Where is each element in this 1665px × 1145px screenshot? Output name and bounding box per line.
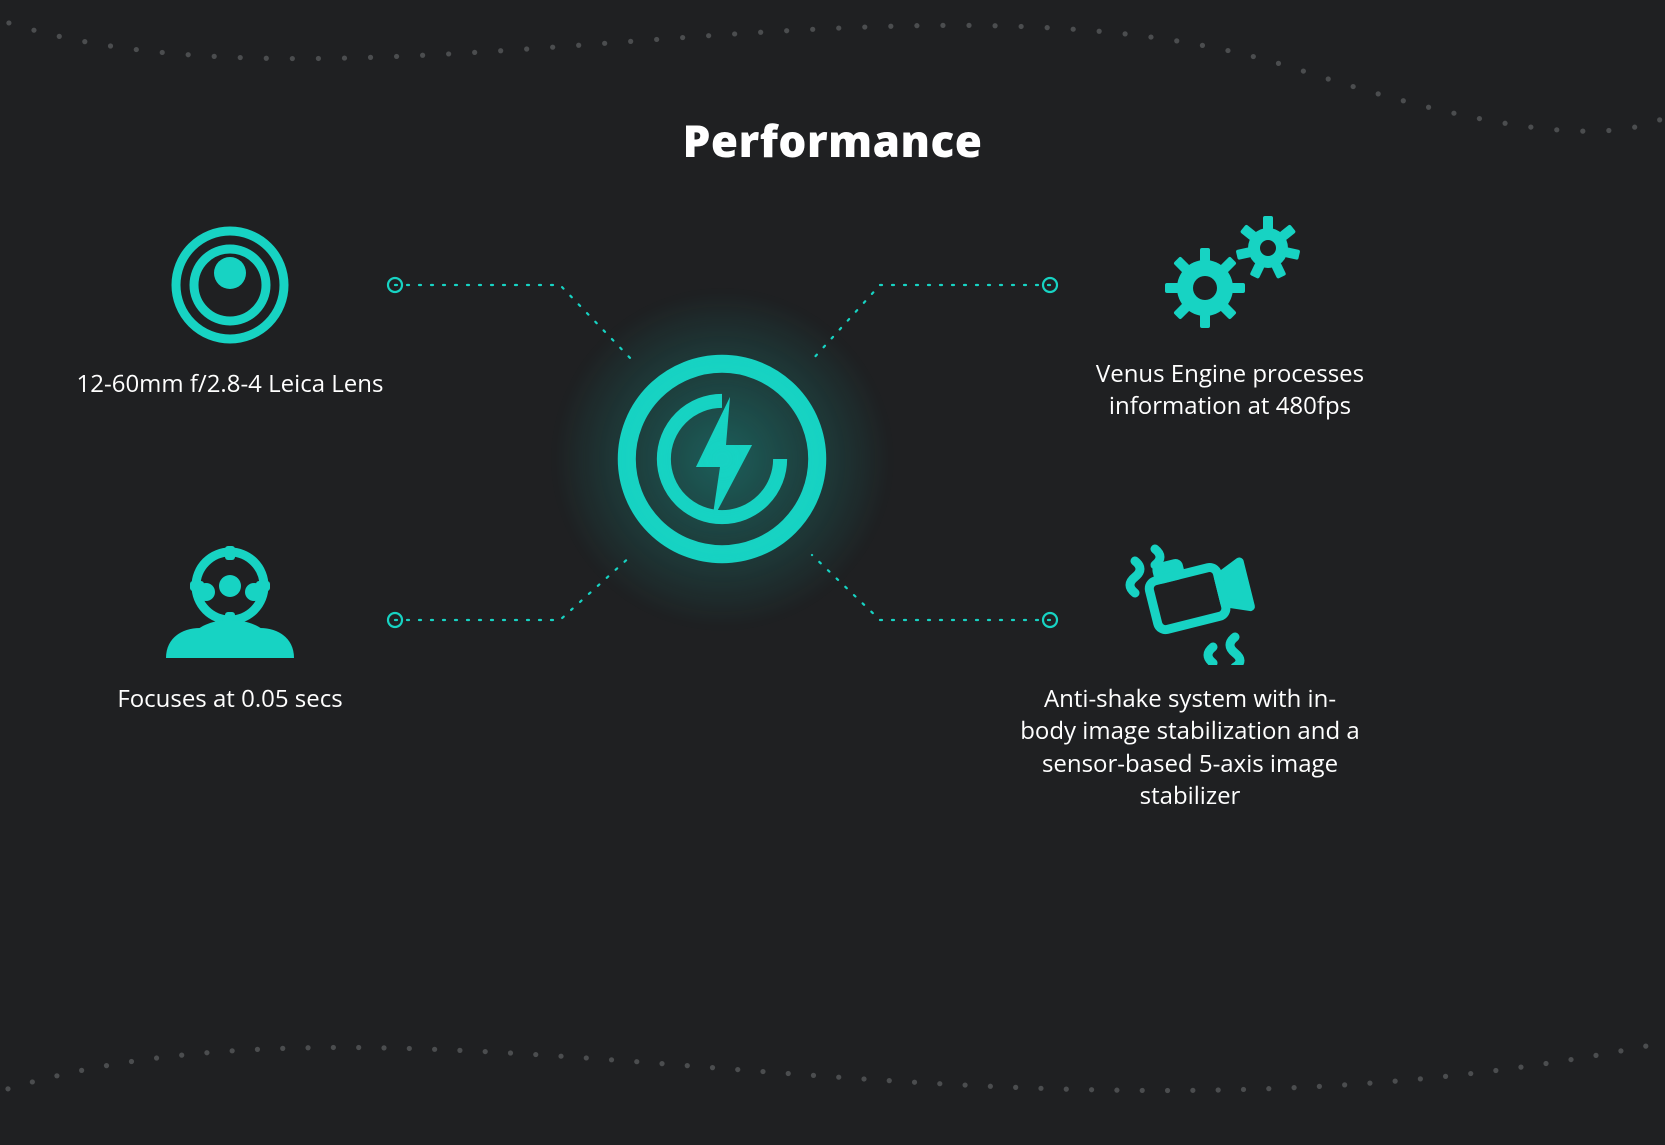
- feature-stabilization: Anti-shake system with in-body image sta…: [1020, 535, 1360, 813]
- gears-icon: [1060, 210, 1400, 340]
- feature-focus-text: Focuses at 0.05 secs: [60, 683, 400, 715]
- feature-engine-text: Venus Engine processes information at 48…: [1060, 358, 1400, 423]
- center-lightning-badge: [612, 349, 833, 570]
- feature-stabilization-text: Anti-shake system with in-body image sta…: [1020, 683, 1360, 813]
- page-title: Performance: [683, 110, 983, 170]
- feature-engine: Venus Engine processes information at 48…: [1060, 210, 1400, 423]
- feature-lens-text: 12-60mm f/2.8-4 Leica Lens: [60, 368, 400, 400]
- infographic-stage: Performance 12-60mm f/2.8-4 Leica Lens: [0, 0, 1665, 1145]
- lightning-icon: [612, 349, 833, 570]
- lens-icon: [60, 220, 400, 350]
- focus-group-icon: [60, 535, 400, 665]
- feature-focus: Focuses at 0.05 secs: [60, 535, 400, 715]
- feature-lens: 12-60mm f/2.8-4 Leica Lens: [60, 220, 400, 400]
- camera-shake-icon: [1020, 535, 1360, 665]
